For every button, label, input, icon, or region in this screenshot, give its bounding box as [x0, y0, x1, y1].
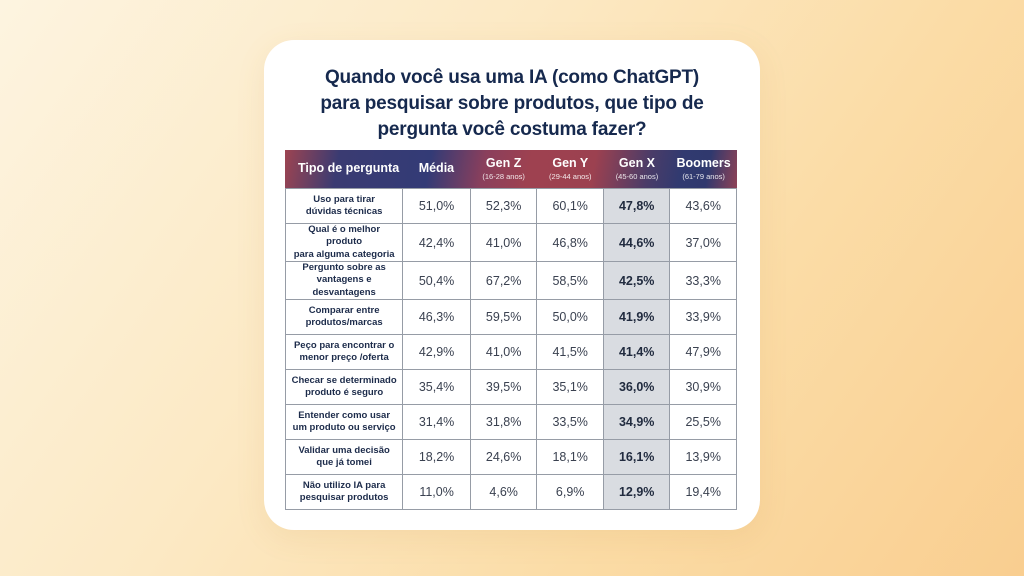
cell-value-media: 42,4% — [402, 222, 471, 263]
row-label: Comparar entre produtos/marcas — [284, 299, 404, 336]
table-row: Não utilizo IA para pesquisar produtos 11… — [284, 474, 737, 511]
cell-value-gen-x: 42,5% — [602, 261, 671, 301]
cell-value-boomers: 33,3% — [669, 261, 737, 301]
cell-value-gen-y: 6,9% — [536, 474, 604, 511]
column-header-sublabel: (61-79 anos) — [682, 171, 725, 181]
column-header-label: Média — [418, 161, 455, 176]
row-label: Peço para encontrar o menor preço /oferta — [284, 334, 404, 371]
row-label: Entender como usar um produto ou serviço — [284, 404, 404, 441]
cell-value-media: 35,4% — [402, 369, 471, 406]
cell-value-boomers: 13,9% — [669, 439, 737, 476]
cell-value-boomers: 43,6% — [669, 188, 737, 224]
cell-value-gen-x: 34,9% — [602, 404, 671, 441]
table-row: Peço para encontrar o menor preço /oferta… — [284, 334, 737, 371]
column-header-sublabel: (45-60 anos) — [615, 171, 659, 181]
column-header-tipo-de-pergunta: Tipo de pergunta — [285, 150, 403, 188]
row-label: Checar se determinado produto é seguro — [284, 369, 404, 406]
cell-value-gen-z: 39,5% — [469, 369, 538, 406]
cell-value-gen-x: 12,9% — [602, 474, 671, 511]
cell-value-media: 31,4% — [402, 404, 471, 441]
cell-value-gen-z: 52,3% — [469, 188, 538, 224]
page-title: Quando você usa uma IA (como ChatGPT) pa… — [284, 65, 740, 144]
cell-value-boomers: 37,0% — [669, 222, 737, 263]
infographic-card: Quando você usa uma IA (como ChatGPT) pa… — [264, 40, 760, 530]
column-header-gen-x: Gen X (45-60 anos) — [604, 150, 671, 188]
cell-value-gen-x: 36,0% — [602, 369, 671, 406]
cell-value-gen-y: 58,5% — [536, 261, 604, 301]
cell-value-gen-x: 44,6% — [602, 222, 671, 263]
row-label: Uso para tirar dúvidas técnicas — [284, 188, 404, 224]
cell-value-gen-y: 18,1% — [536, 439, 604, 476]
table-header-row: Tipo de pergunta Média Gen Z (16-28 anos… — [285, 150, 737, 188]
column-header-gen-z: Gen Z (16-28 anos) — [470, 150, 537, 188]
cell-value-gen-y: 33,5% — [536, 404, 604, 441]
title-line-2: para pesquisar sobre produtos, que tipo … — [320, 93, 704, 115]
table-body-grid: Uso para tirar dúvidas técnicas 51,0% 52,… — [284, 188, 737, 511]
cell-value-gen-y: 35,1% — [536, 369, 604, 406]
table-row: Comparar entre produtos/marcas 46,3% 59,5… — [284, 299, 737, 336]
cell-value-media: 46,3% — [402, 299, 471, 336]
cell-value-media: 50,4% — [402, 261, 471, 301]
cell-value-gen-z: 31,8% — [469, 404, 538, 441]
cell-value-gen-y: 41,5% — [536, 334, 604, 371]
column-header-label: Gen Z — [485, 156, 522, 171]
cell-value-gen-y: 46,8% — [536, 222, 604, 263]
cell-value-gen-z: 67,2% — [469, 261, 538, 301]
cell-value-boomers: 30,9% — [669, 369, 737, 406]
cell-value-gen-y: 50,0% — [536, 299, 604, 336]
cell-value-boomers: 47,9% — [669, 334, 737, 371]
title-line-3: pergunta você costuma fazer? — [377, 119, 647, 141]
column-header-boomers: Boomers (61-79 anos) — [670, 150, 737, 188]
table-row: Qual é o melhor produto para alguma categ… — [284, 222, 737, 263]
cell-value-media: 51,0% — [402, 188, 471, 224]
cell-value-boomers: 19,4% — [669, 474, 737, 511]
cell-value-gen-z: 4,6% — [469, 474, 538, 511]
cell-value-gen-z: 24,6% — [469, 439, 538, 476]
cell-value-gen-z: 41,0% — [469, 334, 538, 371]
table-row: Pergunto sobre as vantagens e desvantagen… — [284, 261, 737, 301]
table-row: Validar uma decisão que já tomei 18,2% 24… — [284, 439, 737, 476]
cell-value-media: 18,2% — [402, 439, 471, 476]
row-label: Pergunto sobre as vantagens e desvantagen… — [284, 261, 404, 301]
table-row: Uso para tirar dúvidas técnicas 51,0% 52,… — [284, 188, 737, 224]
row-label: Qual é o melhor produto para alguma categ… — [284, 222, 404, 263]
cell-value-boomers: 33,9% — [669, 299, 737, 336]
table-row: Checar se determinado produto é seguro 35… — [284, 369, 737, 406]
row-label: Não utilizo IA para pesquisar produtos — [284, 474, 404, 511]
column-header-label: Tipo de pergunta — [298, 161, 400, 176]
column-header-label: Gen Y — [552, 156, 589, 171]
cell-value-gen-x: 41,4% — [602, 334, 671, 371]
cell-value-media: 11,0% — [402, 474, 471, 511]
cell-value-boomers: 25,5% — [669, 404, 737, 441]
row-label: Validar uma decisão que já tomei — [284, 439, 404, 476]
column-header-sublabel: (29-44 anos) — [549, 171, 592, 181]
cell-value-gen-y: 60,1% — [536, 188, 604, 224]
cell-value-gen-x: 16,1% — [602, 439, 671, 476]
cell-value-gen-x: 41,9% — [602, 299, 671, 336]
cell-value-media: 42,9% — [402, 334, 471, 371]
cell-value-gen-z: 41,0% — [469, 222, 538, 263]
column-header-sublabel: (16-28 anos) — [482, 171, 525, 181]
cell-value-gen-x: 47,8% — [602, 188, 671, 224]
column-header-media: Média — [403, 150, 471, 188]
title-line-1: Quando você usa uma IA (como ChatGPT) — [324, 67, 700, 88]
survey-table: Tipo de pergunta Média Gen Z (16-28 anos… — [284, 150, 737, 511]
cell-value-gen-z: 59,5% — [469, 299, 538, 336]
column-header-label: Gen X — [618, 156, 656, 171]
column-header-label: Boomers — [676, 156, 731, 171]
column-header-gen-y: Gen Y (29-44 anos) — [537, 150, 604, 188]
table-body: Uso para tirar dúvidas técnicas 51,0% 52,… — [284, 188, 737, 511]
table-row: Entender como usar um produto ou serviço … — [284, 404, 737, 441]
